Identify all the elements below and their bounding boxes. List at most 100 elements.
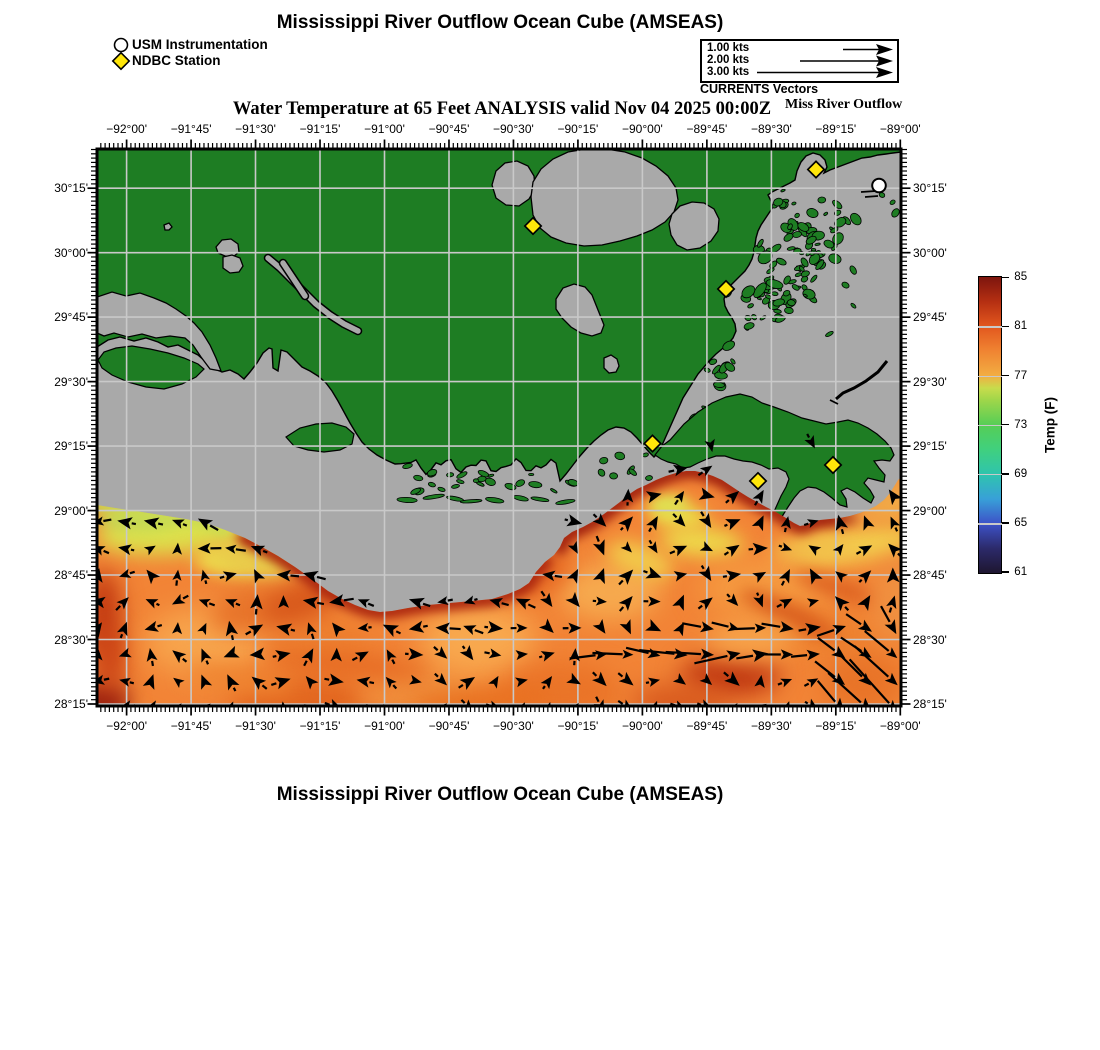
marsh-speckle [850,212,862,226]
islet [829,399,839,405]
graticule [97,149,901,706]
xtick-bottom: −89°15' [815,719,857,733]
marsh-speckle [784,306,794,315]
marsh-speckle [645,475,653,481]
marsh-speckle [889,199,896,205]
marsh-speckle [614,451,626,461]
marsh-speckle [783,233,794,242]
xtick-top: −90°15' [557,122,599,136]
colorbar-tick [1002,423,1010,426]
colorbar-tick-label: 77 [1014,369,1028,382]
marsh-speckle [786,299,796,307]
marsh-speckle [823,239,835,249]
marsh-speckle [730,358,736,365]
ytick-right: 29°00' [913,503,947,518]
legend-usm-label: USM Instrumentation [132,37,268,52]
xtick-top: −90°45' [428,122,470,136]
marsh-speckle [722,340,736,351]
marsh-speckle [773,197,784,207]
ndbc-station-marker [823,455,843,475]
ytick-left: 29°45' [54,310,88,325]
colorbar-tick [1002,325,1010,328]
ytick-right: 28°15' [913,697,947,711]
xtick-bottom: −89°30' [750,719,792,733]
ytick-right: 29°15' [913,439,947,454]
xtick-bottom: −90°15' [557,719,599,733]
ytick-left: 29°15' [54,439,88,454]
marsh-speckle [850,302,857,309]
colorbar-tick [1002,276,1010,279]
marsh-speckle [791,201,797,206]
xtick-bottom: −89°45' [686,719,728,733]
marsh-speckle [555,499,576,505]
ytick-left: 30°00' [54,245,88,260]
colorbar-tick-label: 81 [1014,320,1028,333]
map-frame [95,147,903,708]
marsh-speckle [741,285,756,299]
marsh-speckle [426,469,438,477]
ndbc-station-marker [748,471,768,491]
island [654,393,895,531]
marsh-speckle [825,330,834,338]
vector-legend-arrowhead [876,44,893,55]
colorbar-tick [1002,473,1010,475]
marsh-speckle [628,468,637,476]
marsh-speckle [472,478,480,484]
marsh-speckle [787,223,793,230]
xtick-top: −89°30' [750,122,792,136]
marsh-speckle [791,284,800,291]
currents-vector-legend-box: 1.00 kts 2.00 kts 3.00 kts [700,39,899,83]
xtick-top: −91°15' [299,122,341,136]
ndbc-station-marker [523,216,543,236]
xtick-top: −92°00' [106,122,147,136]
islet [860,190,877,193]
lake-channel [265,255,361,334]
currents-vectors-caption: CURRENTS Vectors [700,82,819,96]
footer-title: Mississippi River Outflow Ocean Cube (AM… [276,784,724,805]
colorbar-tick-label: 65 [1014,516,1028,529]
marsh-speckle [878,192,886,198]
lake [163,222,173,231]
marsh-speckle [817,196,827,204]
vector-legend-arrowhead [876,55,893,67]
marsh-speckle [849,265,857,275]
ndbc-station-marker [716,279,736,299]
xtick-top: −91°45' [170,122,212,136]
xtick-top: −91°30' [235,122,276,136]
colorbar-tick-label: 69 [1014,467,1028,480]
ytick-right: 30°00' [913,245,947,260]
marsh-speckle [427,481,436,488]
legend-ndbc-label: NDBC Station [132,53,221,68]
map-layers [97,149,901,706]
xtick-top: −91°00' [364,122,405,136]
marsh-speckle [808,253,821,265]
colorbar-gridline [977,375,1003,378]
marsh-speckle [786,246,796,251]
lake [603,354,620,374]
ytick-left: 30°15' [54,181,88,196]
colorbar-tick-label: 85 [1014,271,1028,284]
marsh-speckle [815,259,825,271]
vector-legend-arrowhead [876,67,893,78]
islet [864,195,879,198]
marsh-speckle [396,496,418,504]
marsh-speckle [773,308,782,314]
marsh-speckle [798,265,805,272]
colorbar-axis-label: Temp (F) [1042,396,1058,453]
marsh-speckle [459,499,483,504]
ndbc-station-marker [643,434,662,453]
xtick-bottom: −91°15' [299,719,341,733]
current-vectors [97,433,901,706]
marsh-speckle [800,257,809,268]
xtick-bottom: −91°45' [170,719,212,733]
marsh-speckle [783,275,791,285]
ndbc-station-marker [806,160,826,179]
marsh-speckle [528,481,543,489]
ytick-left: 29°30' [54,374,88,389]
colorbar-tick [1002,571,1010,573]
xtick-bottom: −90°00' [621,719,663,733]
ytick-right: 28°45' [913,568,947,582]
marsh-speckle [782,290,791,297]
marsh-speckle [530,496,550,502]
ytick-right: 30°15' [913,181,947,196]
